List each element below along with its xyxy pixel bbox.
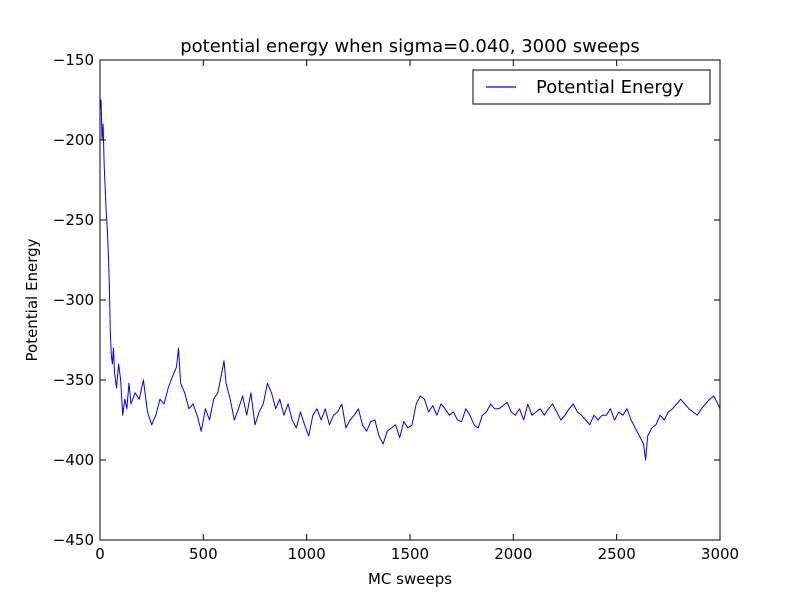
series-line-0 [99, 99, 721, 461]
x-tick-label: 500 [189, 545, 218, 563]
y-tick-label: −150 [53, 51, 94, 69]
x-tick-label: 2500 [598, 545, 636, 563]
y-axis-label: Potential Energy [23, 238, 41, 361]
y-tick-label: −450 [53, 531, 94, 549]
plot-frame [99, 59, 721, 541]
y-tick-label: −350 [53, 371, 94, 389]
x-tick-label: 2000 [494, 545, 532, 563]
plot-area [100, 60, 720, 540]
x-tick-label: 0 [95, 545, 105, 563]
y-tick-label: −400 [53, 451, 94, 469]
legend-label: Potential Energy [536, 77, 684, 98]
x-axis-label: MC sweeps [368, 570, 452, 588]
x-tick-label: 1500 [391, 545, 429, 563]
y-tick-label: −200 [53, 131, 94, 149]
x-tick-label: 3000 [701, 545, 739, 563]
y-tick-label: −300 [53, 291, 94, 309]
y-tick-label: −250 [53, 211, 94, 229]
chart-title: potential energy when sigma=0.040, 3000 … [180, 36, 640, 57]
legend: Potential Energy [472, 69, 711, 105]
x-tick-label: 1000 [288, 545, 326, 563]
ticks-layer: 0 500 1000 1500 2000 2500 3000 −450 −400 −350 −300… [53, 51, 739, 563]
series-layer [99, 99, 721, 461]
